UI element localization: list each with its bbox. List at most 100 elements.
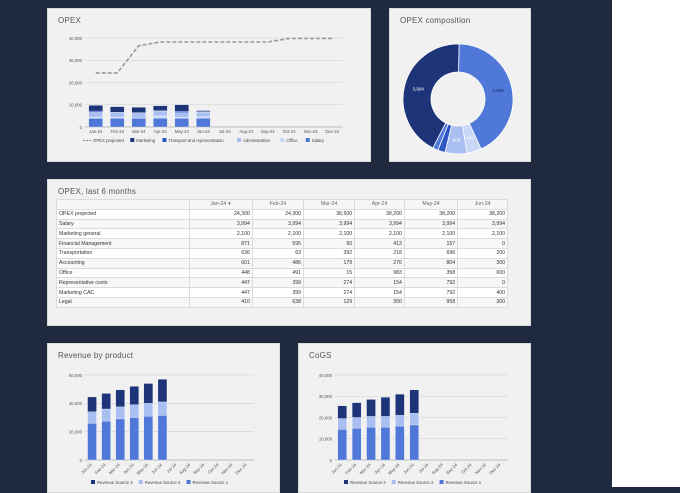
table-cell: 274 <box>303 278 354 288</box>
legend-label: Revenue Source 2 <box>145 480 181 485</box>
x-tick-label: Dec-24 <box>234 462 248 476</box>
bar-segment <box>367 416 376 427</box>
x-tick-label: Aug-24 <box>430 462 444 476</box>
row-label: Legal <box>57 297 190 307</box>
sort-desc-icon[interactable]: ▼ <box>227 201 231 206</box>
bar-segment <box>110 107 124 113</box>
bar-segment <box>367 399 376 416</box>
table-cell: 958 <box>404 297 457 307</box>
table-cell: 50 <box>303 239 354 249</box>
bar-segment <box>102 393 111 409</box>
bar-segment <box>338 419 347 430</box>
table-cell: 400 <box>458 288 508 298</box>
table-cell: 696 <box>404 248 457 258</box>
bar-segment <box>381 427 390 460</box>
y-tick-label: 10,000 <box>319 437 333 442</box>
y-tick-label: 0 <box>330 458 333 463</box>
composition-title: OPEX composition <box>400 16 470 25</box>
legend-label: Administrative <box>243 138 271 143</box>
bar-segment <box>367 427 376 460</box>
legend-label: Revenue Source 1 <box>446 480 482 485</box>
bar-segment <box>381 416 390 427</box>
table-cell: 601 <box>190 258 253 268</box>
bar-segment <box>338 406 347 419</box>
table-header-cell: Feb-24 <box>252 200 303 210</box>
table-cell: 274 <box>303 288 354 298</box>
x-tick-label: Jul-24 <box>219 129 231 134</box>
table-cell: 154 <box>355 278 405 288</box>
bar-segment <box>381 397 390 416</box>
table-header-cell: Jun-24 <box>458 200 508 210</box>
y-tick-label: 20,000 <box>69 429 83 434</box>
bar-segment <box>110 118 124 127</box>
bar-segment <box>102 409 111 421</box>
bar-segment <box>132 107 146 112</box>
table-cell: 3,994 <box>190 219 253 229</box>
y-tick-label: 40,000 <box>319 373 333 378</box>
table-cell: 179 <box>303 258 354 268</box>
bar-segment <box>88 397 97 412</box>
table-cell: 804 <box>404 258 457 268</box>
bar-segment <box>175 111 189 113</box>
bar-segment <box>196 112 210 117</box>
bar-segment <box>158 379 167 402</box>
table-cell: 3,994 <box>458 219 508 229</box>
row-label: Financial Management <box>57 239 190 249</box>
bar-segment <box>175 118 189 127</box>
x-tick-label: Mar-24 <box>108 462 122 476</box>
bar-segment <box>395 394 404 415</box>
x-tick-label: Aug-24 <box>178 462 192 476</box>
table-cell: 399 <box>252 278 303 288</box>
bar-segment <box>89 105 103 111</box>
table-cell: 63 <box>252 248 303 258</box>
y-tick-label: 10,000 <box>69 103 83 108</box>
table-cell: 792 <box>404 278 457 288</box>
table-cell: 448 <box>190 268 253 278</box>
x-tick-label: Nov-24 <box>304 129 318 134</box>
table-cell: 300 <box>458 297 508 307</box>
table-cell: 595 <box>252 239 303 249</box>
x-tick-label: Aug-24 <box>239 129 253 134</box>
table-header-cell[interactable]: Jan-24▼ <box>190 200 253 210</box>
slice-label: 3,994 <box>492 88 504 93</box>
x-tick-label: Feb-24 <box>110 129 124 134</box>
bar-segment <box>196 117 210 118</box>
x-tick-label: Sep-24 <box>445 462 459 476</box>
x-tick-label: Nov-24 <box>474 462 488 476</box>
bar-segment <box>130 405 139 418</box>
bar-segment <box>175 113 189 118</box>
table-cell: 447 <box>190 278 253 288</box>
bar-segment <box>116 419 125 460</box>
slice-label: 600 <box>453 137 461 142</box>
x-tick-label: May-24 <box>175 129 190 134</box>
row-label: Accounting <box>57 258 190 268</box>
bar-segment <box>89 118 103 127</box>
bar-segment <box>88 412 97 423</box>
bar-segment <box>395 426 404 460</box>
bar-segment <box>130 386 139 404</box>
x-tick-label: Jan-24 <box>80 462 93 475</box>
y-tick-label: 40,000 <box>69 36 83 41</box>
bar-segment <box>153 116 167 118</box>
table-cell: 2,100 <box>303 229 354 239</box>
x-tick-label: Sep-24 <box>261 129 275 134</box>
table-cell: 3,994 <box>252 219 303 229</box>
legend-swatch <box>306 138 310 142</box>
bar-segment <box>352 428 361 460</box>
row-label: Office <box>57 268 190 278</box>
table-cell: 300 <box>355 297 405 307</box>
table-cell: 410 <box>190 297 253 307</box>
y-tick-label: 30,000 <box>69 58 83 63</box>
bar-segment <box>410 413 419 425</box>
table-header-cell: Mar-24 <box>303 200 354 210</box>
